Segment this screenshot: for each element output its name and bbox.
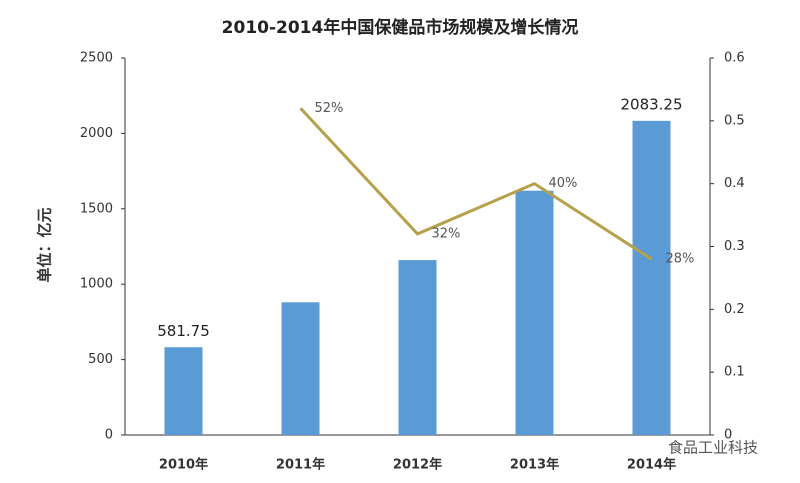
line-value-label: 40% xyxy=(549,176,578,191)
y2-tick-label: 0.3 xyxy=(724,239,745,254)
y-tick-label: 2000 xyxy=(80,126,113,141)
x-tick-label: 2011年 xyxy=(276,457,325,473)
y2-tick-label: 0.6 xyxy=(724,51,745,66)
x-tick-label: 2013年 xyxy=(510,457,559,473)
line xyxy=(299,107,653,261)
y-tick-label: 1000 xyxy=(80,277,113,292)
y2-tick-label: 0 xyxy=(724,428,732,443)
line-value-label: 52% xyxy=(315,101,344,116)
bar xyxy=(398,260,437,435)
chart-title: 2010-2014年中国保健品市场规模及增长情况 xyxy=(222,17,579,38)
x-tick-label: 2010年 xyxy=(159,457,208,473)
line-value-label: 28% xyxy=(666,252,695,267)
bar-value-label: 581.75 xyxy=(157,322,210,340)
bar xyxy=(515,190,554,435)
bar-value-label: 2083.25 xyxy=(620,95,682,113)
bar xyxy=(281,302,320,435)
bar xyxy=(164,347,203,435)
watermark: 食品工业科技 xyxy=(668,439,758,457)
y2-tick-label: 0.2 xyxy=(724,302,745,317)
y-tick-label: 1500 xyxy=(80,201,113,216)
x-tick-label: 2014年 xyxy=(627,457,676,473)
y-tick-label: 0 xyxy=(105,428,113,443)
y-tick-label: 500 xyxy=(88,352,113,367)
y2-tick-label: 0.5 xyxy=(724,113,745,128)
y2-tick-label: 0.1 xyxy=(724,365,745,380)
y-tick-label: 2500 xyxy=(80,51,113,66)
x-tick-label: 2012年 xyxy=(393,457,442,473)
y2-tick-label: 0.4 xyxy=(724,176,745,191)
y-axis-label: 单位：亿元 xyxy=(36,207,54,282)
line-value-label: 32% xyxy=(432,226,461,241)
bar xyxy=(632,120,671,436)
